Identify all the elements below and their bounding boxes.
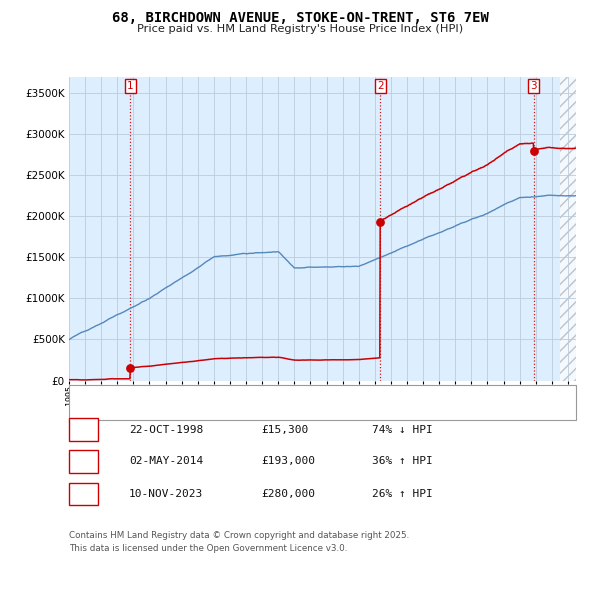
Text: HPI: Average price, detached house, Stoke-on-Trent: HPI: Average price, detached house, Stok… <box>102 405 353 415</box>
Text: 26% ↑ HPI: 26% ↑ HPI <box>372 489 433 499</box>
Text: 1: 1 <box>80 425 87 434</box>
Text: 3: 3 <box>80 489 87 499</box>
Bar <box>560 77 576 381</box>
Text: ——: —— <box>76 388 101 401</box>
Text: Contains HM Land Registry data © Crown copyright and database right 2025.
This d: Contains HM Land Registry data © Crown c… <box>69 531 409 553</box>
Text: 74% ↓ HPI: 74% ↓ HPI <box>372 425 433 434</box>
Point <box>529 146 538 155</box>
Text: £280,000: £280,000 <box>261 489 315 499</box>
Text: ——: —— <box>76 404 101 417</box>
Text: 02-MAY-2014: 02-MAY-2014 <box>129 457 203 466</box>
Text: 3: 3 <box>530 81 537 91</box>
Text: £15,300: £15,300 <box>261 425 308 434</box>
Text: 36% ↑ HPI: 36% ↑ HPI <box>372 457 433 466</box>
Text: 2: 2 <box>80 457 87 466</box>
Text: 2: 2 <box>377 81 383 91</box>
Point <box>125 363 135 373</box>
Text: 68, BIRCHDOWN AVENUE, STOKE-ON-TRENT, ST6 7EW (detached house): 68, BIRCHDOWN AVENUE, STOKE-ON-TRENT, ST… <box>102 389 456 399</box>
Text: £193,000: £193,000 <box>261 457 315 466</box>
Text: 22-OCT-1998: 22-OCT-1998 <box>129 425 203 434</box>
Text: 10-NOV-2023: 10-NOV-2023 <box>129 489 203 499</box>
Text: Price paid vs. HM Land Registry's House Price Index (HPI): Price paid vs. HM Land Registry's House … <box>137 24 463 34</box>
Text: 68, BIRCHDOWN AVENUE, STOKE-ON-TRENT, ST6 7EW: 68, BIRCHDOWN AVENUE, STOKE-ON-TRENT, ST… <box>112 11 488 25</box>
Point <box>376 217 385 227</box>
Text: 1: 1 <box>127 81 133 91</box>
